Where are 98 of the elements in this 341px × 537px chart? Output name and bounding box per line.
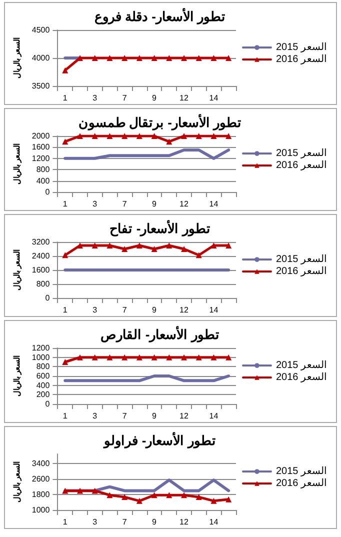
point <box>166 492 172 498</box>
y-tick-label: 1600 <box>32 142 50 152</box>
x-tick-label: 14 <box>209 412 219 420</box>
point <box>92 488 98 494</box>
point <box>62 488 68 494</box>
y-tick-label: 400 <box>36 176 50 186</box>
point <box>62 252 68 258</box>
y-tick-label: 4000 <box>32 54 50 62</box>
point <box>151 246 158 252</box>
point <box>76 488 83 494</box>
y-tick-label: 800 <box>36 362 50 372</box>
legend-label: 2015 السعر <box>276 148 328 159</box>
x-tick-label: 12 <box>180 412 189 420</box>
point <box>166 242 172 248</box>
point <box>106 242 113 248</box>
y-tick-label: 800 <box>36 280 50 288</box>
point <box>210 242 217 248</box>
y-axis-title: السعر بالريال <box>12 249 22 291</box>
y-tick-label: 1200 <box>32 154 50 163</box>
y-tick-label: 800 <box>36 165 50 174</box>
y-tick-label: 200 <box>36 390 50 400</box>
point <box>180 246 187 252</box>
y-tick-label: 3500 <box>32 82 50 90</box>
x-tick-label: 3 <box>92 306 98 314</box>
x-tick-label: 14 <box>209 94 219 102</box>
y-tick-label: 0 <box>45 400 50 408</box>
y-axis-title: السعر بالريال <box>12 37 22 79</box>
x-tick-label: 14 <box>209 200 219 208</box>
x-tick-label: 12 <box>180 200 189 208</box>
chart-title: تطور الأسعار- تفاح <box>110 220 210 237</box>
point <box>136 498 142 504</box>
x-tick-label: 9 <box>152 306 158 314</box>
point <box>226 496 232 502</box>
y-axis-title: السعر بالريال <box>12 355 22 397</box>
x-tick-label: 3 <box>92 94 98 102</box>
y-tick-label: 3200 <box>32 238 50 246</box>
point <box>151 492 158 498</box>
legend-label: 2015 السعر <box>276 254 328 265</box>
y-tick-label: 4500 <box>32 26 50 34</box>
y-tick-label: 0 <box>45 188 50 196</box>
point <box>180 492 187 498</box>
point <box>136 242 142 248</box>
legend-label: 2016 السعر <box>276 478 328 489</box>
x-tick-label: 7 <box>122 200 128 208</box>
y-tick-label: 1000 <box>32 506 50 514</box>
legend-label: 2016 السعر <box>276 160 328 171</box>
x-tick-label: 12 <box>180 94 189 102</box>
x-tick-label: 3 <box>92 518 98 526</box>
legend-label: 2016 السعر <box>276 266 328 277</box>
x-tick-label: 14 <box>209 518 219 526</box>
y-tick-label: 600 <box>36 372 50 380</box>
legend-label: 2015 السعر <box>276 466 328 477</box>
x-tick-label: 1 <box>62 94 68 102</box>
legend-label: 2015 السعر <box>276 42 328 53</box>
chart-title: تطور الأسعار- دقلة فروع <box>94 8 226 25</box>
x-tick-label: 9 <box>152 94 158 102</box>
y-tick-label: 0 <box>45 294 50 302</box>
x-tick-label: 12 <box>180 518 189 526</box>
x-tick-label: 1 <box>62 306 68 314</box>
x-tick-label: 3 <box>92 412 98 420</box>
y-axis-title: السعر بالريال <box>12 461 22 503</box>
point <box>122 246 128 252</box>
y-tick-label: 1200 <box>32 344 50 352</box>
x-tick-label: 14 <box>209 306 219 314</box>
x-tick-label: 9 <box>152 412 158 420</box>
y-tick-label: 3400 <box>32 459 50 468</box>
chart-title: تطور الأسعار- فراولو <box>103 432 216 449</box>
x-tick-label: 1 <box>62 412 68 420</box>
y-tick-label: 1600 <box>32 266 50 274</box>
x-tick-label: 3 <box>92 200 98 208</box>
legend-label: 2016 السعر <box>276 372 328 383</box>
y-axis-title: السعر بالريال <box>12 143 22 185</box>
y-tick-label: 2400 <box>32 252 50 260</box>
y-tick-label: 2000 <box>32 132 50 140</box>
chart-title: تطور الأسعار- القارص <box>100 326 220 343</box>
x-tick-label: 1 <box>62 518 68 526</box>
chart-title: تطور الأسعار- برتقال طمسون <box>78 114 242 131</box>
x-tick-label: 7 <box>122 412 128 420</box>
y-tick-label: 2600 <box>32 474 50 484</box>
point <box>122 494 128 500</box>
y-tick-label: 1800 <box>32 490 50 500</box>
point <box>196 494 202 500</box>
y-tick-label: 1000 <box>32 352 50 362</box>
legend-label: 2015 السعر <box>276 360 328 371</box>
point <box>106 492 113 498</box>
y-tick-label: 400 <box>36 380 50 390</box>
point <box>92 242 98 248</box>
point <box>210 498 217 504</box>
x-tick-label: 12 <box>180 306 189 314</box>
x-tick-label: 7 <box>122 518 128 526</box>
x-tick-label: 7 <box>122 306 128 314</box>
x-tick-label: 7 <box>122 94 128 102</box>
x-tick-label: 9 <box>152 200 158 208</box>
point <box>196 252 202 258</box>
x-tick-label: 1 <box>62 200 68 208</box>
x-tick-label: 9 <box>152 518 158 526</box>
legend-label: 2016 السعر <box>276 54 328 65</box>
point <box>226 242 232 248</box>
